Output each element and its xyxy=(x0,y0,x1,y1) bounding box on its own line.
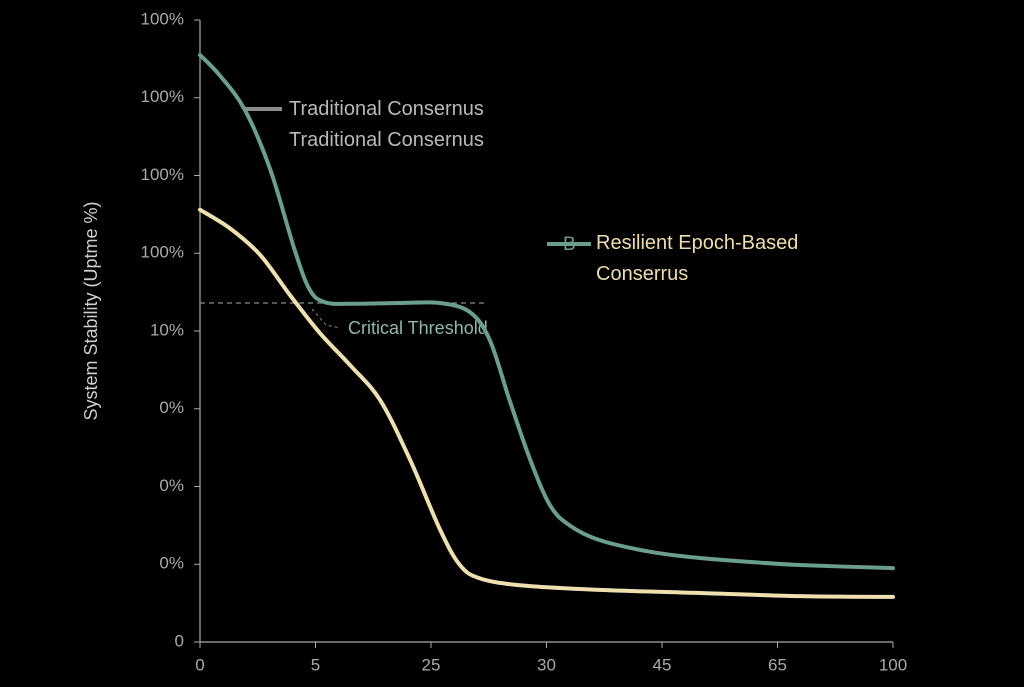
legend-label: Traditional Consernus xyxy=(289,98,484,120)
x-tick-label: 5 xyxy=(311,655,320,674)
x-tick-label: 100 xyxy=(879,655,907,674)
x-tick-label: 0 xyxy=(195,655,204,674)
legend-label: Traditional Consernus xyxy=(289,129,484,151)
y-tick-label: 100% xyxy=(141,243,184,262)
y-tick-label: 100% xyxy=(141,9,184,28)
y-tick-label: 10% xyxy=(150,320,184,339)
x-tick-label: 30 xyxy=(537,655,556,674)
threshold-connector xyxy=(311,308,341,329)
series-line xyxy=(198,207,895,599)
x-tick-label: 25 xyxy=(422,655,441,674)
legend-label: Resilient Epoch-Based Conserrus xyxy=(596,232,799,285)
threshold-label: Critical Threshold xyxy=(348,318,488,338)
x-tick-label: 65 xyxy=(768,655,787,674)
y-axis-label: System Stability (Uptme %) xyxy=(81,201,101,420)
series-line xyxy=(198,52,895,571)
y-tick-label: 100% xyxy=(141,87,184,106)
y-tick-label: 0% xyxy=(159,554,184,573)
y-tick-label: 100% xyxy=(141,165,184,184)
y-tick-label: 0 xyxy=(175,631,184,650)
legend-marker-text: B xyxy=(563,234,576,255)
x-tick-label: 45 xyxy=(653,655,672,674)
y-tick-label: 0% xyxy=(159,476,184,495)
legend: Traditional Consernus Traditional Conser… xyxy=(289,94,484,156)
y-tick-label: 0% xyxy=(159,398,184,417)
